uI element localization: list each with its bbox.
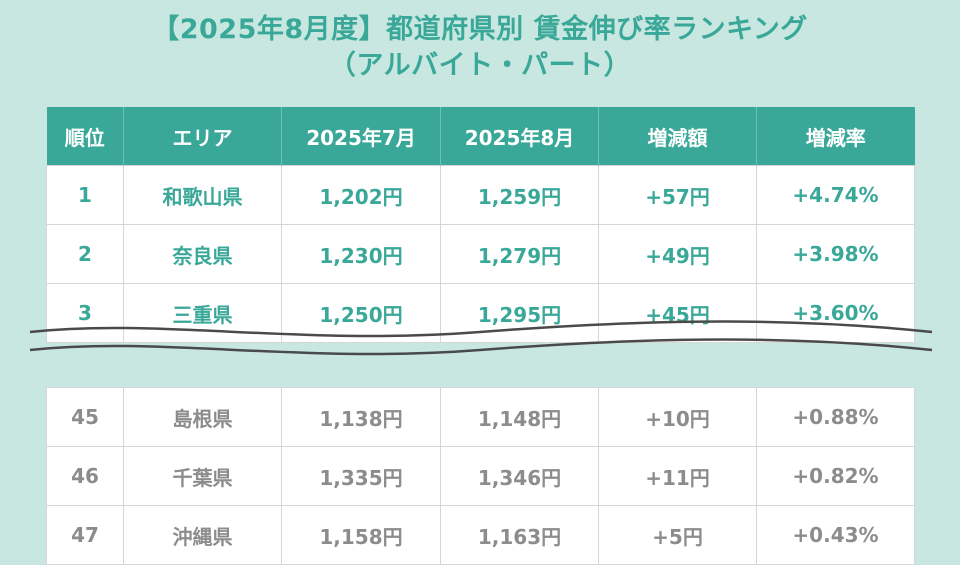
table-row: 45 島根県 1,138円 1,148円 +10円 +0.88% [46,387,915,447]
cell-august: 1,346円 [440,446,599,506]
table-row: 3 三重県 1,250円 1,295円 +45円 +3.60% [46,283,915,343]
slide: 【2025年8月度】都道府県別 賃金伸び率ランキング （アルバイト・パート） 順… [0,12,960,565]
header-rate: 増減率 [756,107,915,166]
cell-diff: +57円 [598,165,757,225]
cell-diff: +10円 [598,387,757,447]
cell-diff: +11円 [598,446,757,506]
header-area: エリア [123,107,282,166]
cell-july: 1,230円 [281,224,441,284]
cell-rank: 47 [46,505,124,565]
title-line-1: 【2025年8月度】都道府県別 賃金伸び率ランキング [152,14,808,45]
cell-rank: 46 [46,446,124,506]
header-july: 2025年7月 [281,107,441,166]
cell-rate: +3.60% [756,283,915,343]
cell-rate: +4.74% [756,165,915,225]
ranking-table-container: 順位 エリア 2025年7月 2025年8月 増減額 増減率 1 和歌山県 1,… [46,107,915,565]
cell-rate: +3.98% [756,224,915,284]
cell-rank: 45 [46,387,124,447]
ranking-table: 順位 エリア 2025年7月 2025年8月 増減額 増減率 1 和歌山県 1,… [46,107,915,565]
table-break-wave [29,320,933,356]
cell-rate: +0.43% [756,505,915,565]
header-rank: 順位 [46,107,124,166]
cell-august: 1,279円 [440,224,599,284]
cell-rank: 1 [46,165,124,225]
cell-area: 沖縄県 [123,505,282,565]
cell-area: 島根県 [123,387,282,447]
table-row: 1 和歌山県 1,202円 1,259円 +57円 +4.74% [46,165,915,225]
header-august: 2025年8月 [440,107,599,166]
cell-area: 奈良県 [123,224,282,284]
cell-diff: +49円 [598,224,757,284]
table-row: 46 千葉県 1,335円 1,346円 +11円 +0.82% [46,446,915,506]
cell-july: 1,202円 [281,165,441,225]
cell-july: 1,138円 [281,387,441,447]
cell-august: 1,148円 [440,387,599,447]
table-header: 順位 エリア 2025年7月 2025年8月 増減額 増減率 [46,107,915,166]
cell-rank: 2 [46,224,124,284]
cell-rate: +0.88% [756,387,915,447]
cell-area: 和歌山県 [123,165,282,225]
cell-july: 1,158円 [281,505,441,565]
cell-area: 千葉県 [123,446,282,506]
cell-august: 1,163円 [440,505,599,565]
table-row: 47 沖縄県 1,158円 1,163円 +5円 +0.43% [46,505,915,565]
cell-july: 1,335円 [281,446,441,506]
table-row: 2 奈良県 1,230円 1,279円 +49円 +3.98% [46,224,915,284]
page-title: 【2025年8月度】都道府県別 賃金伸び率ランキング （アルバイト・パート） [0,12,960,84]
cell-diff: +5円 [598,505,757,565]
cell-rate: +0.82% [756,446,915,506]
cell-diff: +45円 [598,283,757,343]
header-diff: 増減額 [598,107,757,166]
title-line-2: （アルバイト・パート） [328,50,632,81]
cell-july: 1,250円 [281,283,441,343]
cell-august: 1,259円 [440,165,599,225]
